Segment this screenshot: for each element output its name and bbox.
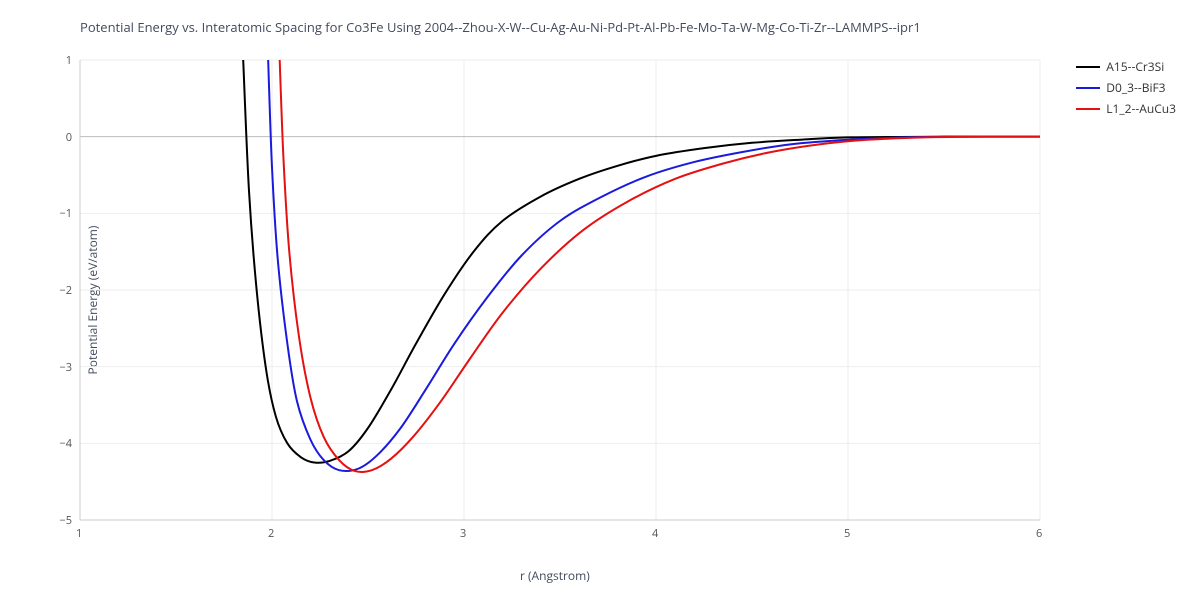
series-line[interactable] bbox=[243, 60, 1040, 463]
legend-label: L1_2--AuCu3 bbox=[1106, 100, 1176, 117]
x-tick-label: 2 bbox=[268, 526, 274, 541]
series-line[interactable] bbox=[280, 60, 1040, 472]
y-tick-label: −1 bbox=[42, 206, 72, 221]
legend: A15--Cr3Si D0_3--BiF3 L1_2--AuCu3 bbox=[1076, 58, 1176, 121]
x-tick-label: 5 bbox=[844, 526, 850, 541]
y-tick-label: 0 bbox=[42, 130, 72, 145]
y-tick-label: 1 bbox=[42, 53, 72, 68]
y-tick-label: −3 bbox=[42, 360, 72, 375]
x-tick-label: 1 bbox=[76, 526, 82, 541]
x-tick-label: 6 bbox=[1036, 526, 1042, 541]
legend-swatch bbox=[1076, 66, 1100, 68]
x-tick-label: 4 bbox=[652, 526, 658, 541]
y-tick-label: −4 bbox=[42, 436, 72, 451]
y-tick-label: −5 bbox=[42, 513, 72, 528]
legend-label: A15--Cr3Si bbox=[1106, 58, 1164, 75]
x-tick-label: 3 bbox=[460, 526, 466, 541]
legend-item[interactable]: A15--Cr3Si bbox=[1076, 58, 1176, 75]
legend-label: D0_3--BiF3 bbox=[1106, 79, 1165, 96]
legend-swatch bbox=[1076, 108, 1100, 110]
y-tick-label: −2 bbox=[42, 283, 72, 298]
chart-container: Potential Energy vs. Interatomic Spacing… bbox=[0, 0, 1200, 600]
x-axis-label: r (Angstrom) bbox=[520, 567, 590, 584]
legend-item[interactable]: D0_3--BiF3 bbox=[1076, 79, 1176, 96]
plot-svg bbox=[0, 0, 1200, 600]
legend-item[interactable]: L1_2--AuCu3 bbox=[1076, 100, 1176, 117]
series-line[interactable] bbox=[268, 60, 1040, 471]
legend-swatch bbox=[1076, 87, 1100, 89]
